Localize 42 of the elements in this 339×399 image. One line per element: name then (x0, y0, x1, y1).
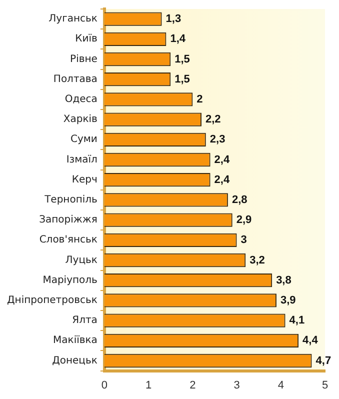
x-tick-label: 3 (234, 379, 240, 392)
y-tick-label: Луганськ (48, 14, 98, 25)
y-tick-label: Слов'янськ (39, 234, 98, 246)
data-label: 1,5 (174, 53, 190, 66)
y-tick-label: Ялта (72, 315, 98, 326)
y-tick-label: Донецьк (52, 355, 98, 366)
x-tick-label: 0 (101, 379, 108, 392)
data-label: 2,3 (210, 134, 226, 146)
data-label: 2,4 (214, 154, 230, 166)
y-tick-label: Одеса (64, 94, 98, 106)
data-label: 3 (240, 234, 247, 246)
data-label: 2,4 (214, 174, 230, 186)
x-tick-label: 1 (145, 379, 152, 392)
x-tick-label: 4 (278, 379, 284, 392)
y-tick-label: Маріуполь (42, 274, 98, 286)
y-tick-label: Ізмаїл (66, 154, 98, 166)
y-tick-label: Луцьк (65, 254, 98, 266)
data-label: 2 (196, 93, 203, 106)
y-tick-label: Тернопіль (44, 194, 98, 206)
y-tick-label: Макіївка (53, 335, 98, 346)
y-tick-label: Київ (75, 34, 98, 45)
y-tick-label: Полтава (53, 74, 98, 85)
data-label: 2,8 (232, 194, 248, 206)
data-label: 4,1 (289, 314, 305, 327)
data-label: 3,2 (250, 254, 265, 266)
data-label: 1,4 (170, 33, 186, 46)
data-label: 2,9 (236, 214, 252, 226)
y-tick-label: Суми (70, 134, 98, 146)
x-tick-label: 5 (322, 379, 328, 392)
data-label: 1,5 (174, 73, 190, 86)
data-label: 3,8 (276, 274, 292, 286)
x-tick-label: 2 (190, 379, 196, 392)
data-label: 3,9 (280, 294, 296, 306)
data-label: 4,7 (316, 354, 332, 367)
y-tick-label: Запоріжжя (39, 214, 98, 226)
y-tick-label: Рівне (70, 54, 98, 65)
data-label: 1,3 (166, 13, 182, 26)
y-tick-label: Керч (72, 174, 98, 186)
y-tick-label: Дніпропетровськ (6, 295, 98, 306)
data-label: 2,2 (205, 114, 221, 126)
data-label: 4,4 (302, 334, 319, 347)
y-tick-label: Харків (63, 114, 98, 126)
